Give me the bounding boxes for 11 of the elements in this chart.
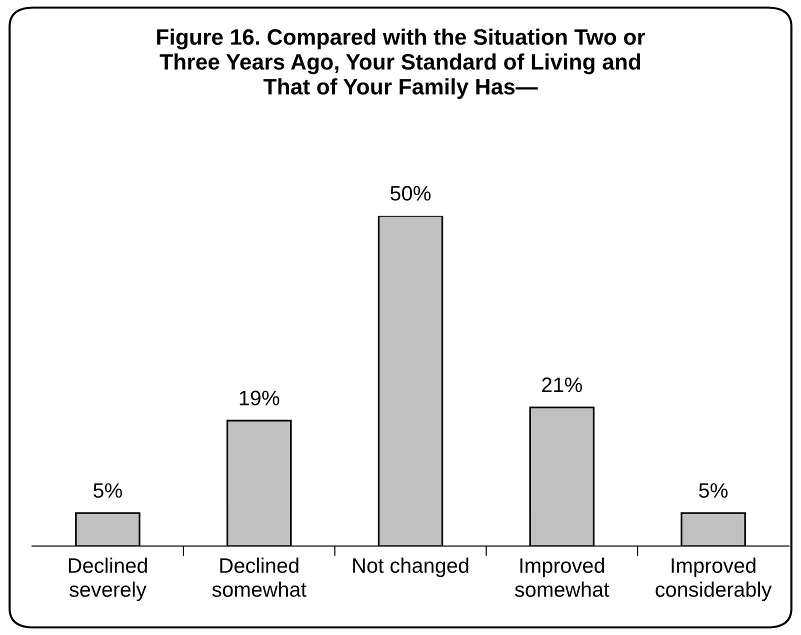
data-label: 21% xyxy=(542,377,582,392)
x-tick-label: Declined somewhat xyxy=(212,558,306,597)
data-label: 5% xyxy=(699,483,728,498)
data-label: 19% xyxy=(240,390,280,406)
x-tick-label: Improved somewhat xyxy=(515,558,610,597)
data-label: 5% xyxy=(94,483,122,498)
chart-title: Figure 16. Compared with the Situation Two or Three Years Ago, Your Standard of Living and That of Your Family Has— xyxy=(157,28,646,99)
x-tick-label: Improved considerably xyxy=(656,558,772,602)
data-label: 50% xyxy=(390,186,431,201)
x-tick-label: Not changed xyxy=(353,558,468,578)
x-tick-label: Declined severely xyxy=(68,558,147,602)
